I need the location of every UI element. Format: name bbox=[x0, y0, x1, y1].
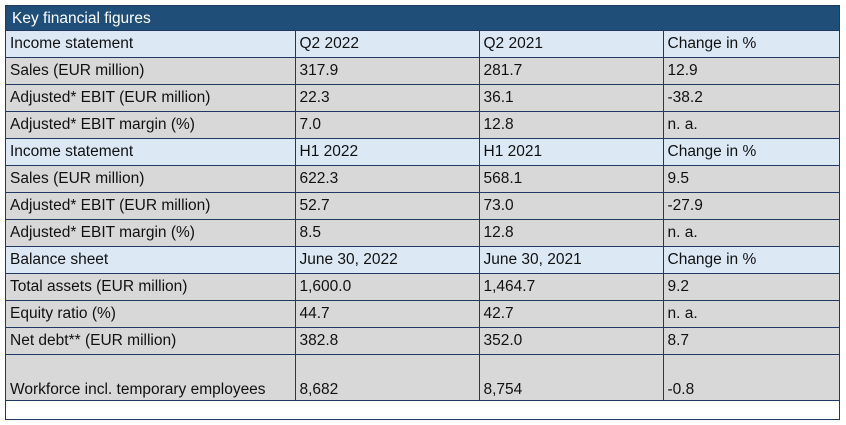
table-cell: 622.3 bbox=[294, 165, 480, 193]
section-header-row: Balance sheet June 30, 2022 June 30, 2021 C… bbox=[6, 246, 839, 274]
table-cell: 382.8 bbox=[294, 327, 480, 355]
table-cell: 42.7 bbox=[478, 300, 664, 328]
table-row: Net debt** (EUR million) 382.8 352.0 8.7 bbox=[6, 327, 839, 355]
table-cell: 9.2 bbox=[662, 273, 839, 301]
table-cell: 12.8 bbox=[478, 111, 664, 139]
section-header-label: Income statement bbox=[6, 31, 296, 58]
table-title: Key financial figures bbox=[6, 6, 839, 31]
table-cell: 8.7 bbox=[662, 327, 839, 355]
table-row: Adjusted* EBIT margin (%) 7.0 12.8 n. a. bbox=[6, 111, 839, 139]
row-label: Sales (EUR million) bbox=[6, 57, 296, 85]
column-header: H1 2022 bbox=[294, 138, 480, 166]
table-cell: 12.9 bbox=[662, 57, 839, 85]
table-cell: 12.8 bbox=[478, 219, 664, 247]
key-figures-table-frame: Key financial figures Income statement Q2… bbox=[5, 5, 840, 420]
row-label: Total assets (EUR million) bbox=[6, 273, 296, 301]
column-header: H1 2021 bbox=[478, 138, 664, 166]
table-cell: 8,754 bbox=[478, 354, 664, 401]
table-cell: -38.2 bbox=[662, 84, 839, 112]
table-cell: 352.0 bbox=[478, 327, 664, 355]
table-row: Adjusted* EBIT (EUR million) 22.3 36.1 -38.… bbox=[6, 84, 839, 112]
column-header: June 30, 2021 bbox=[478, 246, 664, 274]
table-row: Total assets (EUR million) 1,600.0 1,464.7… bbox=[6, 273, 839, 301]
table-cell: 1,600.0 bbox=[294, 273, 480, 301]
table-row: Adjusted* EBIT (EUR million) 52.7 73.0 -27.… bbox=[6, 192, 839, 220]
table-cell: n. a. bbox=[662, 111, 839, 139]
table-cell: 9.5 bbox=[662, 165, 839, 193]
section-header-label: Balance sheet bbox=[6, 246, 296, 274]
column-header: Q2 2022 bbox=[294, 31, 480, 58]
table-cell: -27.9 bbox=[662, 192, 839, 220]
table-row: Equity ratio (%) 44.7 42.7 n. a. bbox=[6, 300, 839, 328]
table-cell: 52.7 bbox=[294, 192, 480, 220]
table-cell: 317.9 bbox=[294, 57, 480, 85]
table-cell: 73.0 bbox=[478, 192, 664, 220]
row-label: Adjusted* EBIT (EUR million) bbox=[6, 84, 296, 112]
table-cell: 7.0 bbox=[294, 111, 480, 139]
key-figures-table: Income statement Q2 2022 Q2 2021 Change in … bbox=[6, 31, 839, 401]
table-cell: 36.1 bbox=[478, 84, 664, 112]
table-cell: 8.5 bbox=[294, 219, 480, 247]
row-label: Adjusted* EBIT margin (%) bbox=[6, 111, 296, 139]
column-header: Change in % bbox=[662, 138, 839, 166]
column-header: Q2 2021 bbox=[478, 31, 664, 58]
table-cell: -0.8 bbox=[662, 354, 839, 401]
table-cell: n. a. bbox=[662, 219, 839, 247]
table-cell: n. a. bbox=[662, 300, 839, 328]
section-header-label: Income statement bbox=[6, 138, 296, 166]
table-cell: 44.7 bbox=[294, 300, 480, 328]
row-label: Net debt** (EUR million) bbox=[6, 327, 296, 355]
table-row: Sales (EUR million) 317.9 281.7 12.9 bbox=[6, 57, 839, 85]
row-label: Sales (EUR million) bbox=[6, 165, 296, 193]
column-header: Change in % bbox=[662, 246, 839, 274]
row-label: Equity ratio (%) bbox=[6, 300, 296, 328]
table-cell: 1,464.7 bbox=[478, 273, 664, 301]
table-cell: 22.3 bbox=[294, 84, 480, 112]
row-label: Adjusted* EBIT (EUR million) bbox=[6, 192, 296, 220]
column-header: June 30, 2022 bbox=[294, 246, 480, 274]
section-header-row: Income statement Q2 2022 Q2 2021 Change in … bbox=[6, 31, 839, 58]
table-cell: 568.1 bbox=[478, 165, 664, 193]
table-row: Workforce incl. temporary employees 8,682… bbox=[6, 354, 839, 401]
table-cell: 281.7 bbox=[478, 57, 664, 85]
table-row: Sales (EUR million) 622.3 568.1 9.5 bbox=[6, 165, 839, 193]
row-label: Workforce incl. temporary employees bbox=[6, 354, 296, 401]
table-row: Adjusted* EBIT margin (%) 8.5 12.8 n. a. bbox=[6, 219, 839, 247]
section-header-row: Income statement H1 2022 H1 2021 Change in … bbox=[6, 138, 839, 166]
table-cell: 8,682 bbox=[294, 354, 480, 401]
row-label: Adjusted* EBIT margin (%) bbox=[6, 219, 296, 247]
column-header: Change in % bbox=[662, 31, 839, 58]
